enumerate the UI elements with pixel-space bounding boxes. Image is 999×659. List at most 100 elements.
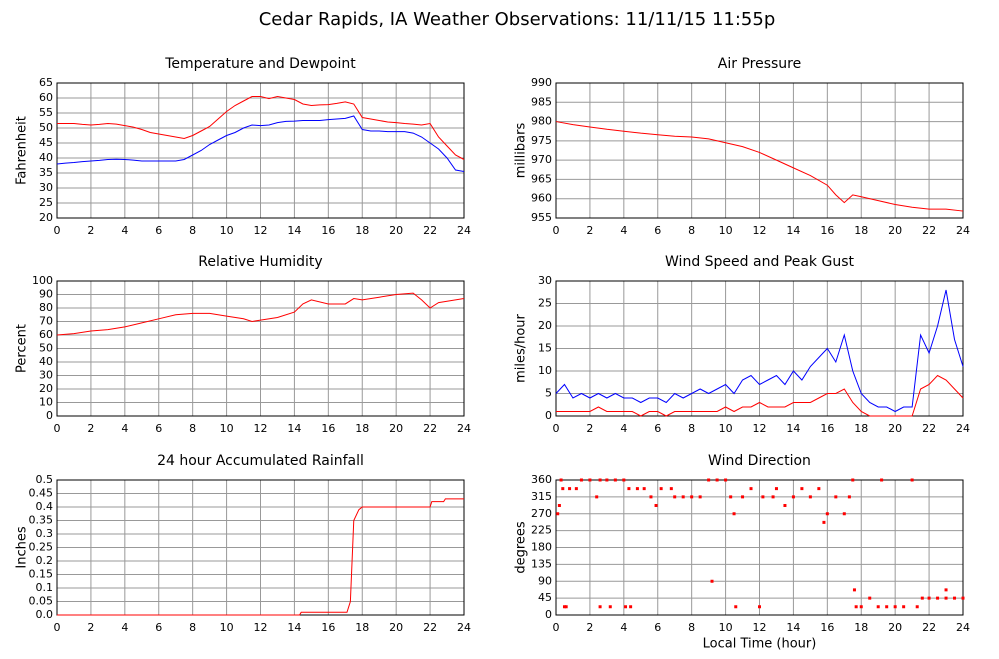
x-tick-label: 16 xyxy=(321,224,335,237)
chart-title: Air Pressure xyxy=(718,56,801,72)
x-tick-label: 10 xyxy=(220,621,234,634)
x-tick-label: 18 xyxy=(854,621,868,634)
y-tick-label: 315 xyxy=(531,490,552,503)
x-tick-label: 14 xyxy=(287,224,301,237)
x-tick-label: 24 xyxy=(457,224,471,237)
point xyxy=(822,520,826,524)
y-tick-label: 5 xyxy=(545,387,552,400)
point xyxy=(876,605,880,609)
point xyxy=(944,596,948,600)
y-tick-label: 40 xyxy=(39,355,53,368)
x-tick-label: 4 xyxy=(620,422,627,435)
point xyxy=(761,495,765,499)
x-tick-label: 12 xyxy=(753,621,767,634)
x-tick-label: 8 xyxy=(688,422,695,435)
point xyxy=(598,478,602,482)
y-axis-label: Percent xyxy=(15,324,30,373)
x-tick-label: 12 xyxy=(753,224,767,237)
y-tick-label: 25 xyxy=(538,297,552,310)
y-tick-label: 30 xyxy=(39,181,53,194)
y-tick-label: 80 xyxy=(39,301,53,314)
x-tick-label: 0 xyxy=(54,224,61,237)
plot-frame xyxy=(555,82,964,219)
point xyxy=(707,478,711,482)
x-tick-label: 6 xyxy=(654,621,661,634)
x-tick-label: 10 xyxy=(719,422,733,435)
x-tick-label: 2 xyxy=(87,422,94,435)
x-tick-label: 0 xyxy=(553,422,560,435)
line xyxy=(555,121,964,212)
point xyxy=(734,605,738,609)
x-tick-label: 14 xyxy=(786,224,800,237)
point xyxy=(629,605,633,609)
point xyxy=(859,605,863,609)
y-tick-label: 65 xyxy=(39,76,53,89)
point xyxy=(579,478,583,482)
point xyxy=(825,512,829,516)
point xyxy=(847,495,851,499)
point xyxy=(927,596,931,600)
point xyxy=(588,478,592,482)
plot-frame xyxy=(56,280,465,417)
x-tick-label: 6 xyxy=(654,224,661,237)
y-tick-label: 90 xyxy=(538,574,552,587)
x-tick-label: 10 xyxy=(220,422,234,435)
y-tick-label: 60 xyxy=(39,91,53,104)
x-tick-label: 24 xyxy=(956,422,970,435)
y-tick-label: 970 xyxy=(531,153,552,166)
y-tick-label: 975 xyxy=(531,134,552,147)
y-tick-label: 100 xyxy=(32,274,53,287)
point xyxy=(944,588,948,592)
line xyxy=(56,292,465,336)
x-tick-label: 8 xyxy=(688,224,695,237)
y-tick-label: 965 xyxy=(531,172,552,185)
point xyxy=(624,605,628,609)
y-tick-label: 0.4 xyxy=(36,500,54,513)
point xyxy=(880,478,884,482)
y-tick-label: 0.0 xyxy=(36,608,54,621)
y-tick-label: 0.35 xyxy=(29,514,54,527)
y-tick-label: 0.1 xyxy=(36,581,54,594)
y-axis-label: degrees xyxy=(514,521,529,574)
chart-title: Wind Speed and Peak Gust xyxy=(665,254,854,270)
plot-frame xyxy=(555,479,964,616)
point xyxy=(808,495,812,499)
y-tick-label: 980 xyxy=(531,115,552,128)
x-tick-label: 10 xyxy=(220,224,234,237)
x-tick-label: 20 xyxy=(389,422,403,435)
y-tick-label: 70 xyxy=(39,315,53,328)
y-tick-label: 0.3 xyxy=(36,527,54,540)
x-tick-label: 14 xyxy=(786,422,800,435)
chart-title: Relative Humidity xyxy=(198,254,322,270)
x-tick-label: 16 xyxy=(321,621,335,634)
y-tick-label: 960 xyxy=(531,192,552,205)
point xyxy=(681,495,685,499)
point xyxy=(910,478,914,482)
y-tick-label: 20 xyxy=(39,382,53,395)
point xyxy=(783,504,787,507)
point xyxy=(715,478,719,482)
point xyxy=(608,605,612,609)
point xyxy=(556,512,560,516)
point xyxy=(729,495,733,499)
x-tick-label: 18 xyxy=(854,224,868,237)
x-axis-label: Local Time (hour) xyxy=(703,637,817,652)
point xyxy=(758,605,761,609)
point xyxy=(642,487,646,491)
x-tick-label: 6 xyxy=(654,422,661,435)
x-tick-label: 20 xyxy=(888,224,902,237)
x-tick-label: 12 xyxy=(254,422,268,435)
x-tick-label: 2 xyxy=(586,621,593,634)
y-tick-label: 0.2 xyxy=(36,554,54,567)
x-tick-label: 4 xyxy=(620,621,627,634)
y-tick-label: 30 xyxy=(39,369,53,382)
line xyxy=(56,115,465,172)
x-tick-label: 8 xyxy=(688,621,695,634)
point xyxy=(868,596,872,600)
x-tick-label: 14 xyxy=(287,621,301,634)
y-tick-label: 15 xyxy=(538,342,552,355)
point xyxy=(732,512,736,516)
point xyxy=(669,487,673,491)
y-tick-label: 55 xyxy=(39,106,53,119)
